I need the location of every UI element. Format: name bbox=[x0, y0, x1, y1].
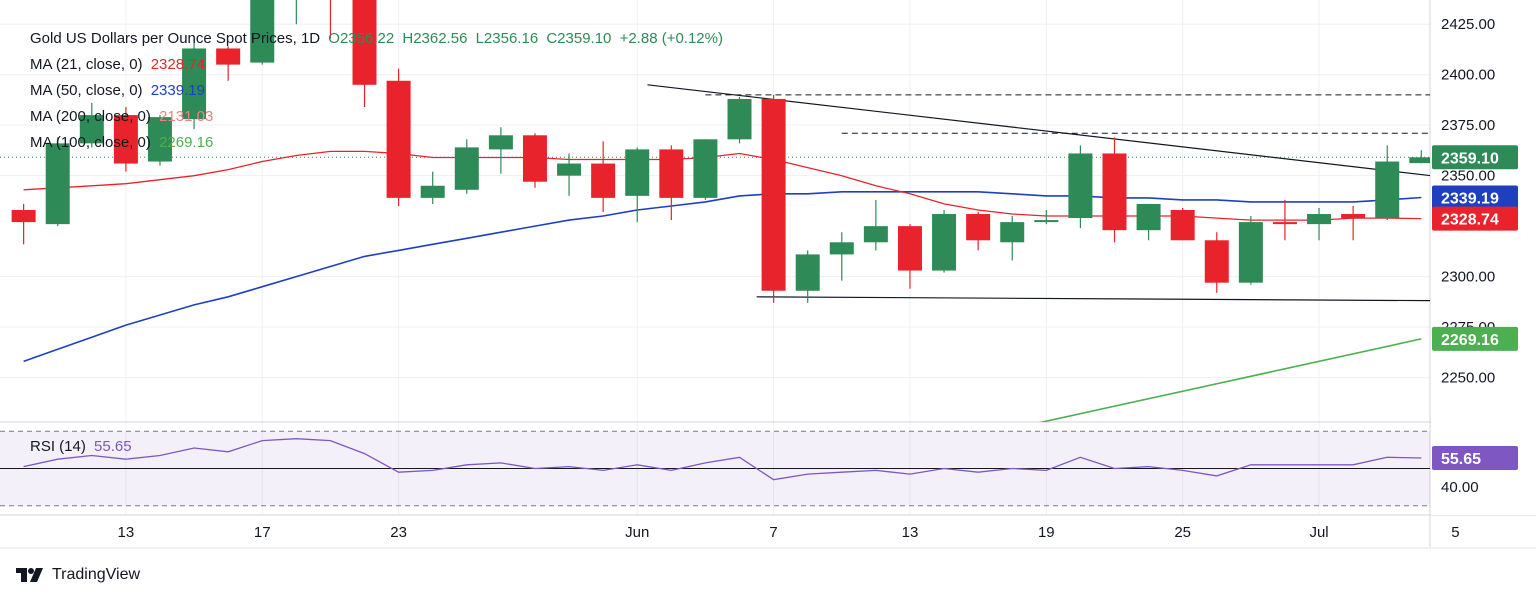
candle-body bbox=[864, 226, 888, 242]
candle-body bbox=[1137, 204, 1161, 230]
time-tick-label: 13 bbox=[902, 524, 919, 541]
candle-body bbox=[387, 81, 411, 198]
candle-body bbox=[728, 99, 752, 139]
tradingview-brand[interactable]: TradingView bbox=[16, 566, 140, 584]
time-tick-label: 19 bbox=[1038, 524, 1055, 541]
candle-body bbox=[455, 147, 479, 189]
ma100-label: MA (100, close, 0) bbox=[30, 134, 151, 151]
open-value: O2356.22 bbox=[328, 30, 394, 47]
rsi-label: RSI (14) bbox=[30, 438, 86, 455]
candle-body bbox=[625, 149, 649, 195]
ma21-legend: MA (21, close, 0) 2328.74 bbox=[30, 56, 209, 73]
price-tick-label: 2375.00 bbox=[1441, 117, 1495, 134]
brand-label: TradingView bbox=[52, 566, 140, 584]
symbol-title: Gold US Dollars per Ounce Spot Prices, 1… bbox=[30, 30, 320, 47]
time-tick-label: 17 bbox=[254, 524, 271, 541]
ma200-label: MA (200, close, 0) bbox=[30, 108, 151, 125]
tradingview-logo-icon bbox=[16, 568, 46, 582]
change-value: +2.88 (+0.12%) bbox=[620, 30, 723, 47]
candle-body bbox=[1341, 214, 1365, 218]
time-tick-label: 5 bbox=[1451, 524, 1459, 541]
ma50-legend: MA (50, close, 0) 2339.19 bbox=[30, 82, 209, 99]
price-tick-label: 2425.00 bbox=[1441, 16, 1495, 33]
ma100-value: 2269.16 bbox=[159, 134, 213, 151]
time-tick-label: 23 bbox=[390, 524, 407, 541]
candle-body bbox=[830, 242, 854, 254]
ma50-value: 2339.19 bbox=[151, 82, 205, 99]
time-tick-label: 25 bbox=[1174, 524, 1191, 541]
candle-body bbox=[1205, 240, 1229, 282]
ma200-value: 2131.03 bbox=[159, 108, 213, 125]
candle-body bbox=[557, 164, 581, 176]
price-badge-label: 2339.19 bbox=[1441, 190, 1499, 207]
rsi-value: 55.65 bbox=[94, 438, 132, 455]
candle-body bbox=[1034, 220, 1058, 222]
rsi-tick-label: 40.00 bbox=[1441, 479, 1479, 496]
price-badge-label: 2359.10 bbox=[1441, 150, 1499, 167]
candle-body bbox=[46, 143, 70, 224]
candle-body bbox=[693, 139, 717, 198]
candle-body bbox=[523, 135, 547, 181]
support-trendline bbox=[757, 297, 1466, 301]
candle-body bbox=[1000, 222, 1024, 242]
time-tick-label: Jul bbox=[1309, 524, 1328, 541]
time-tick-label: 13 bbox=[118, 524, 135, 541]
price-tick-label: 2400.00 bbox=[1441, 67, 1495, 84]
time-tick-label: 7 bbox=[769, 524, 777, 541]
symbol-legend: Gold US Dollars per Ounce Spot Prices, 1… bbox=[30, 30, 727, 47]
candle-body bbox=[1273, 222, 1297, 224]
candle-body bbox=[1103, 153, 1127, 230]
candle-body bbox=[1239, 222, 1263, 283]
ma21-label: MA (21, close, 0) bbox=[30, 56, 143, 73]
candle-body bbox=[966, 214, 990, 240]
candle-body bbox=[932, 214, 956, 271]
low-value: L2356.16 bbox=[476, 30, 539, 47]
ma100-legend: MA (100, close, 0) 2269.16 bbox=[30, 134, 217, 151]
ma200-legend: MA (200, close, 0) 2131.03 bbox=[30, 108, 217, 125]
ma50-label: MA (50, close, 0) bbox=[30, 82, 143, 99]
time-tick-label: Jun bbox=[625, 524, 649, 541]
rsi-badge-label: 55.65 bbox=[1441, 451, 1481, 468]
candle-body bbox=[1171, 210, 1195, 240]
price-pane bbox=[0, 0, 1466, 436]
candle-body bbox=[421, 186, 445, 198]
price-tick-label: 2250.00 bbox=[1441, 370, 1495, 387]
price-tick-label: 2350.00 bbox=[1441, 168, 1495, 185]
candle-body bbox=[762, 99, 786, 291]
candle-body bbox=[1068, 153, 1092, 218]
ma21-line bbox=[24, 151, 1422, 220]
candle-body bbox=[1375, 162, 1399, 219]
ma21-value: 2328.74 bbox=[151, 56, 205, 73]
price-tick-label: 2300.00 bbox=[1441, 269, 1495, 286]
candle-body bbox=[796, 254, 820, 290]
candle-body bbox=[12, 210, 36, 222]
rsi-legend: RSI (14) 55.65 bbox=[30, 438, 136, 455]
price-badge-label: 2269.16 bbox=[1441, 332, 1499, 349]
candle-body bbox=[1409, 157, 1433, 163]
price-badge-label: 2328.74 bbox=[1441, 212, 1499, 229]
close-value: C2359.10 bbox=[546, 30, 611, 47]
high-value: H2362.56 bbox=[402, 30, 467, 47]
candle-body bbox=[898, 226, 922, 270]
candle-body bbox=[591, 164, 615, 198]
candle-body bbox=[659, 149, 683, 197]
candle-body bbox=[1307, 214, 1331, 224]
candle-body bbox=[216, 48, 240, 64]
candle-body bbox=[489, 135, 513, 149]
